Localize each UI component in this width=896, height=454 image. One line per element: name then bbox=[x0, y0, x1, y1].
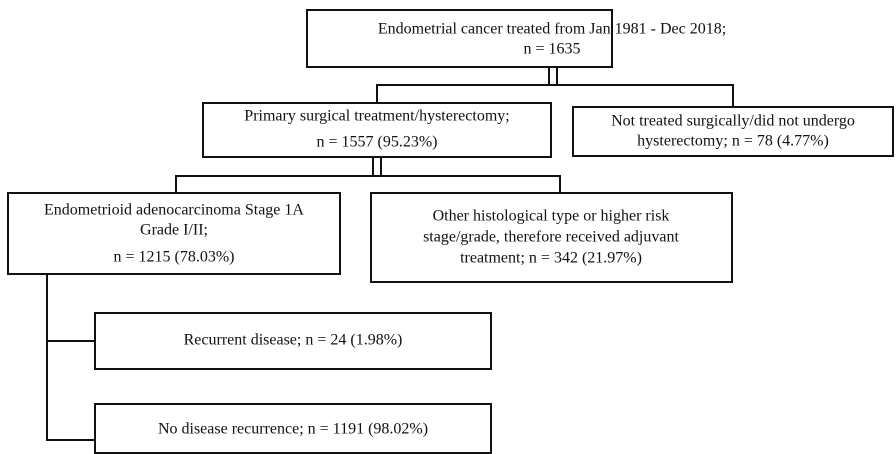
node-text: Primary surgical treatment/hysterectomy; bbox=[244, 108, 509, 125]
node-text: Not treated surgically/did not undergo bbox=[611, 113, 855, 130]
node-box bbox=[7, 192, 341, 275]
node-text: treatment; n = 342 (21.97%) bbox=[460, 250, 642, 267]
node-box bbox=[306, 9, 613, 68]
node-text: n = 1635 bbox=[523, 41, 580, 58]
node-text: n = 1215 (78.03%) bbox=[113, 249, 234, 266]
boxes bbox=[7, 9, 894, 454]
node-text: Recurrent disease; n = 24 (1.98%) bbox=[184, 332, 403, 349]
node-box bbox=[202, 102, 552, 158]
node-box bbox=[94, 312, 492, 370]
node-box bbox=[370, 192, 733, 283]
node-text: n = 1557 (95.23%) bbox=[316, 134, 437, 151]
node-text: Other histological type or higher risk bbox=[433, 208, 670, 225]
node-text: hysterectomy; n = 78 (4.77%) bbox=[637, 133, 829, 150]
node-text: Endometrial cancer treated from Jan 1981… bbox=[378, 21, 726, 38]
connectors bbox=[46, 67, 734, 441]
node-text: Grade I/II; bbox=[140, 222, 208, 239]
node-text: No disease recurrence; n = 1191 (98.02%) bbox=[158, 421, 428, 438]
node-text: stage/grade, therefore received adjuvant bbox=[423, 229, 679, 246]
node-box bbox=[572, 106, 894, 157]
labels: Endometrial cancer treated from Jan 1981… bbox=[44, 21, 855, 438]
node-text: Endometrioid adenocarcinoma Stage 1A bbox=[44, 202, 304, 219]
node-box bbox=[94, 403, 492, 454]
